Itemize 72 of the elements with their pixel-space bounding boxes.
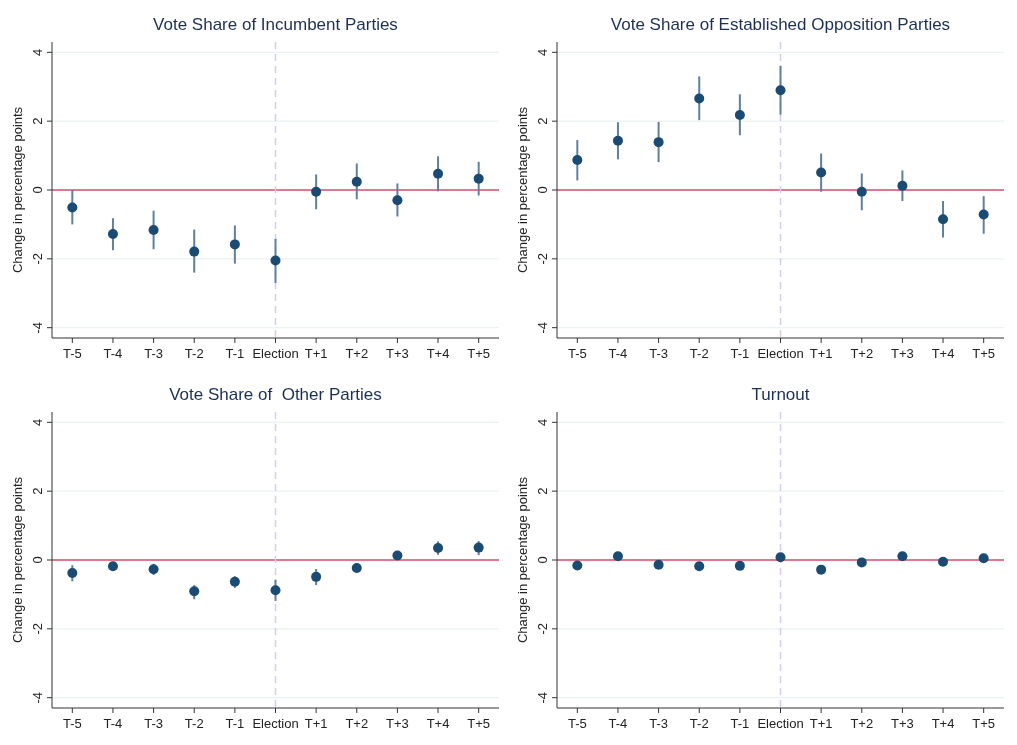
x-tick-label: T-1	[730, 716, 750, 731]
y-tick-label: -4	[30, 321, 45, 334]
x-tick-label: T-2	[184, 716, 204, 731]
x-tick-label: T-1	[225, 716, 245, 731]
chart-title: Vote Share of Incumbent Parties	[153, 15, 398, 34]
y-tick-label: 0	[535, 556, 550, 564]
x-tick-label: T+5	[467, 346, 491, 361]
y-tick-label: 0	[535, 186, 550, 194]
x-tick-label: T+2	[850, 716, 874, 731]
x-tick-label: T-5	[62, 346, 82, 361]
x-tick-label: T+5	[972, 346, 996, 361]
x-tick-label: T+4	[426, 346, 450, 361]
y-tick-label: 2	[535, 117, 550, 125]
x-tick-label: T-3	[649, 346, 668, 361]
y-tick-label: 2	[535, 487, 550, 495]
x-tick-label: T-5	[62, 716, 82, 731]
y-tick-label: 2	[30, 117, 45, 125]
x-tick-label: T-3	[144, 716, 163, 731]
x-tick-label: T+5	[467, 716, 491, 731]
x-tick-label: T-2	[689, 346, 709, 361]
x-tick-label: T-4	[608, 716, 628, 731]
x-tick-label: Election	[757, 716, 804, 731]
y-tick-label: 2	[30, 487, 45, 495]
x-tick-label: T-3	[144, 346, 163, 361]
x-tick-label: T+1	[304, 346, 328, 361]
x-tick-label: T+3	[386, 346, 409, 361]
y-axis-title: Change in percentage points	[10, 476, 25, 644]
chart-title: Vote Share of Other Parties	[169, 385, 382, 404]
x-tick-label: T+4	[931, 716, 955, 731]
y-tick-label: -2	[30, 623, 45, 635]
x-tick-label: T+3	[891, 346, 914, 361]
x-tick-label: T+2	[345, 346, 369, 361]
y-tick-label: 0	[30, 556, 45, 564]
y-axis-title: Change in percentage points	[515, 476, 530, 644]
x-tick-label: T+3	[891, 716, 914, 731]
y-tick-label: -4	[30, 691, 45, 704]
x-tick-label: Election	[252, 346, 299, 361]
x-tick-label: T-4	[103, 346, 123, 361]
y-axis-title: Change in percentage points	[515, 106, 530, 274]
y-tick-label: -2	[30, 253, 45, 265]
x-tick-label: T-1	[225, 346, 245, 361]
x-tick-label: T+1	[304, 716, 328, 731]
x-tick-label: T+4	[426, 716, 450, 731]
x-tick-label: T-5	[567, 716, 587, 731]
x-tick-label: T+2	[345, 716, 369, 731]
x-tick-label: T-2	[689, 716, 709, 731]
y-tick-label: 4	[30, 48, 45, 56]
x-tick-label: T-4	[103, 716, 123, 731]
x-tick-label: Election	[252, 716, 299, 731]
x-tick-label: T-2	[184, 346, 204, 361]
x-tick-label: T-3	[649, 716, 668, 731]
chart-title: Vote Share of Established Opposition Parties	[610, 15, 951, 34]
x-tick-label: T+3	[386, 716, 409, 731]
y-tick-label: 4	[30, 418, 45, 426]
x-tick-label: T-4	[608, 346, 628, 361]
y-tick-label: 4	[535, 418, 550, 426]
x-tick-label: T+1	[809, 346, 833, 361]
x-tick-label: T-1	[730, 346, 750, 361]
y-tick-label: -2	[535, 253, 550, 265]
chart-title: Turnout	[751, 385, 810, 404]
y-tick-label: 4	[535, 48, 550, 56]
x-tick-label: T+2	[850, 346, 874, 361]
y-tick-label: -4	[535, 321, 550, 334]
x-tick-label: Election	[757, 346, 804, 361]
y-tick-label: -2	[535, 623, 550, 635]
x-tick-label: T-5	[567, 346, 587, 361]
x-tick-label: T+1	[809, 716, 833, 731]
y-tick-label: 0	[30, 186, 45, 194]
y-axis-title: Change in percentage points	[10, 106, 25, 274]
x-tick-label: T+5	[972, 716, 996, 731]
y-tick-label: -4	[535, 691, 550, 704]
x-tick-label: T+4	[931, 346, 955, 361]
